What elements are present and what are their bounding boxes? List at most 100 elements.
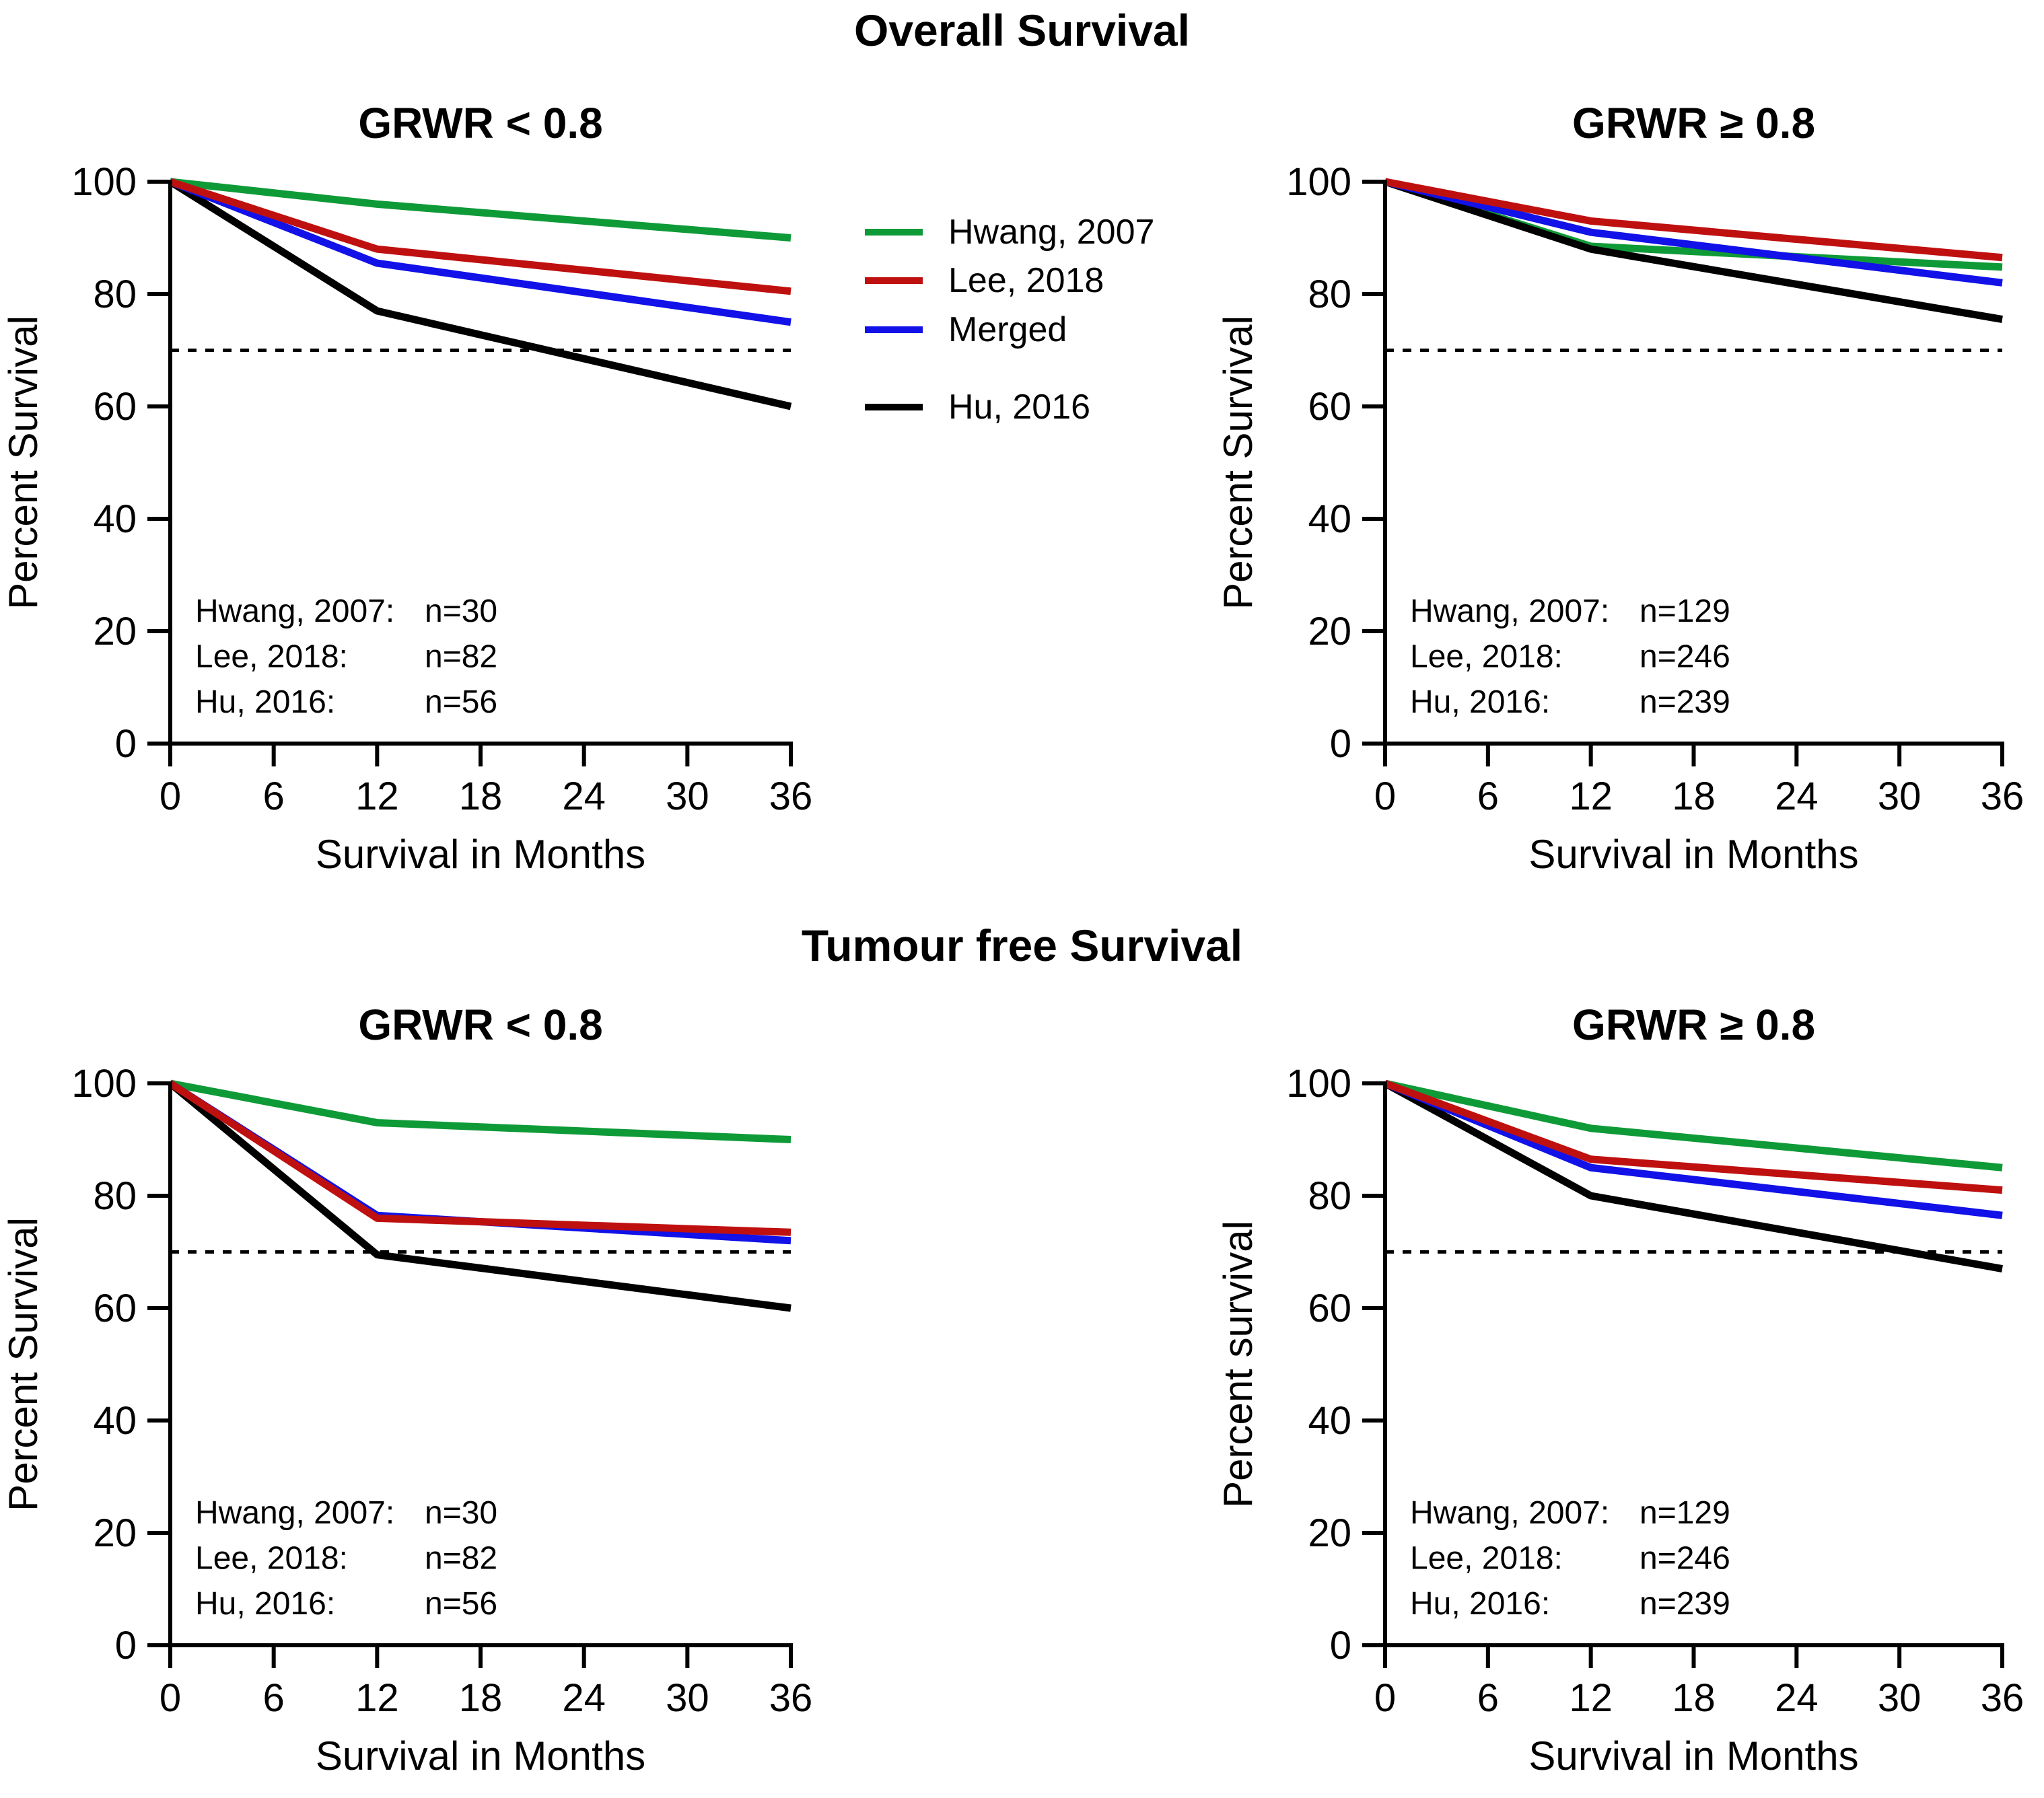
panel-overall-survival-grwr-0-8: GRWR ≥ 0.8 Percent Survival Survival in Mo… xyxy=(1215,99,2024,877)
series-line-hwang-2007 xyxy=(1384,178,2003,271)
series-line-hu-2016 xyxy=(168,1080,791,1312)
y-tick-label-100: 100 xyxy=(71,1062,137,1106)
panel-title-grwr-0-8: GRWR < 0.8 xyxy=(358,1001,602,1049)
legend-line-swatch-hwang-2007 xyxy=(865,229,923,236)
x-tick-label-18: 18 xyxy=(459,1676,503,1720)
legend-label-lee-2018: Lee, 2018 xyxy=(948,261,1104,300)
y-tick-label-20: 20 xyxy=(93,1511,137,1555)
annotation-label-lee-2018: Lee, 2018: xyxy=(1410,1541,1563,1577)
legend-line-swatch-lee-2018 xyxy=(865,277,923,284)
series-line-merged xyxy=(168,178,791,326)
y-axis-label: Percent Survival xyxy=(1,316,46,610)
legend-item-lee-2018: Lee, 2018 xyxy=(865,258,1104,303)
x-tick-label-18: 18 xyxy=(459,775,503,818)
x-tick-label-0: 0 xyxy=(160,1676,181,1720)
x-tick-label-36: 36 xyxy=(1981,1676,2024,1720)
x-tick-label-12: 12 xyxy=(1569,1676,1613,1720)
annotation-value-hu-2016: n=56 xyxy=(425,1586,497,1622)
x-tick-label-24: 24 xyxy=(562,775,606,818)
panel-tumour-free-survival-grwr-0-8: GRWR < 0.8 Percent Survival Survival in Mo… xyxy=(1,1001,812,1778)
annotation-value-hu-2016: n=239 xyxy=(1640,1586,1730,1622)
legend-item-hu-2016: Hu, 2016 xyxy=(865,385,1090,429)
y-tick-label-60: 60 xyxy=(93,1287,137,1330)
series-line-hu-2016 xyxy=(1383,1080,2003,1272)
legend-item-hwang-2007: Hwang, 2007 xyxy=(865,210,1154,254)
annotation-value-lee-2018: n=82 xyxy=(425,1541,497,1577)
section-title-overall-survival: Overall Survival xyxy=(854,5,1190,55)
annotation-value-hwang-2007: n=30 xyxy=(425,594,497,629)
panel-title-grwr-0-8: GRWR ≥ 0.8 xyxy=(1572,99,1815,147)
x-tick-label-30: 30 xyxy=(666,775,709,818)
y-tick-label-40: 40 xyxy=(1308,1399,1351,1443)
y-axis-label: Percent Survival xyxy=(1,1217,46,1511)
y-axis-label: Percent survival xyxy=(1215,1221,1261,1508)
series-line-hu-2016 xyxy=(168,178,792,410)
annotation-label-hwang-2007: Hwang, 2007: xyxy=(1410,1495,1609,1531)
legend-line-swatch-hu-2016 xyxy=(865,404,923,410)
x-tick-label-30: 30 xyxy=(1878,1676,1922,1720)
y-tick-label-40: 40 xyxy=(1308,497,1351,541)
y-tick-label-80: 80 xyxy=(93,1174,137,1218)
annotation-label-lee-2018: Lee, 2018: xyxy=(195,639,348,675)
x-tick-label-24: 24 xyxy=(1775,1676,1819,1720)
x-tick-label-12: 12 xyxy=(355,775,399,818)
x-tick-label-36: 36 xyxy=(769,1676,813,1720)
y-tick-label-100: 100 xyxy=(71,160,137,204)
annotation-value-hwang-2007: n=30 xyxy=(425,1495,497,1531)
x-tick-label-6: 6 xyxy=(263,775,285,818)
section-title-tumour-free-survival: Tumour free Survival xyxy=(801,921,1243,970)
annotation-value-hu-2016: n=56 xyxy=(425,684,497,720)
x-tick-label-6: 6 xyxy=(263,1676,285,1720)
y-tick-label-40: 40 xyxy=(93,1399,137,1443)
annotation-value-lee-2018: n=82 xyxy=(425,639,497,675)
legend-line-swatch-merged xyxy=(865,326,923,333)
series-line-lee-2018 xyxy=(1384,178,2003,262)
x-tick-label-6: 6 xyxy=(1477,775,1499,818)
y-tick-label-40: 40 xyxy=(93,497,137,541)
y-tick-label-60: 60 xyxy=(1308,385,1351,429)
x-tick-label-12: 12 xyxy=(1569,775,1613,818)
x-axis-label: Survival in Months xyxy=(1528,832,1858,877)
annotation-value-hu-2016: n=239 xyxy=(1640,684,1730,720)
annotation-label-hu-2016: Hu, 2016: xyxy=(195,1586,335,1622)
annotation-label-lee-2018: Lee, 2018: xyxy=(195,1541,348,1577)
x-tick-label-0: 0 xyxy=(1374,775,1396,818)
annotation-value-lee-2018: n=246 xyxy=(1640,1541,1730,1577)
series-line-lee-2018 xyxy=(169,178,791,295)
annotation-label-hwang-2007: Hwang, 2007: xyxy=(195,1495,394,1531)
y-tick-label-80: 80 xyxy=(1308,1174,1351,1218)
x-axis-label: Survival in Months xyxy=(316,832,645,877)
series-line-lee-2018 xyxy=(168,1080,791,1236)
x-axis-label: Survival in Months xyxy=(316,1733,645,1778)
x-tick-label-0: 0 xyxy=(1374,1676,1396,1720)
annotation-label-lee-2018: Lee, 2018: xyxy=(1410,639,1563,675)
x-tick-label-18: 18 xyxy=(1672,775,1716,818)
y-tick-label-100: 100 xyxy=(1286,160,1351,204)
series-line-hwang-2007 xyxy=(170,178,791,242)
y-tick-label-20: 20 xyxy=(93,610,137,653)
y-tick-label-20: 20 xyxy=(1308,610,1351,653)
y-tick-label-0: 0 xyxy=(1330,1624,1351,1667)
y-tick-label-60: 60 xyxy=(1308,1287,1351,1330)
series-line-hwang-2007 xyxy=(169,1079,791,1143)
y-tick-label-0: 0 xyxy=(115,722,137,766)
x-tick-label-0: 0 xyxy=(160,775,181,818)
series-line-lee-2018 xyxy=(1384,1079,2003,1194)
x-tick-label-36: 36 xyxy=(769,775,813,818)
panel-tumour-free-survival-grwr-0-8: GRWR ≥ 0.8 Percent survival Survival in Mo… xyxy=(1215,1001,2024,1778)
annotation-value-lee-2018: n=246 xyxy=(1640,639,1730,675)
y-tick-label-60: 60 xyxy=(93,385,137,429)
y-tick-label-0: 0 xyxy=(115,1624,137,1667)
y-tick-label-20: 20 xyxy=(1308,1511,1351,1555)
y-axis-label: Percent Survival xyxy=(1215,316,1261,610)
x-tick-label-24: 24 xyxy=(1775,775,1819,818)
annotation-value-hwang-2007: n=129 xyxy=(1640,1495,1730,1531)
annotation-label-hu-2016: Hu, 2016: xyxy=(195,684,335,720)
y-tick-label-0: 0 xyxy=(1330,722,1351,766)
annotation-label-hu-2016: Hu, 2016: xyxy=(1410,684,1550,720)
legend-label-hwang-2007: Hwang, 2007 xyxy=(948,213,1155,252)
series-line-hu-2016 xyxy=(1384,178,2003,323)
x-tick-label-24: 24 xyxy=(562,1676,606,1720)
